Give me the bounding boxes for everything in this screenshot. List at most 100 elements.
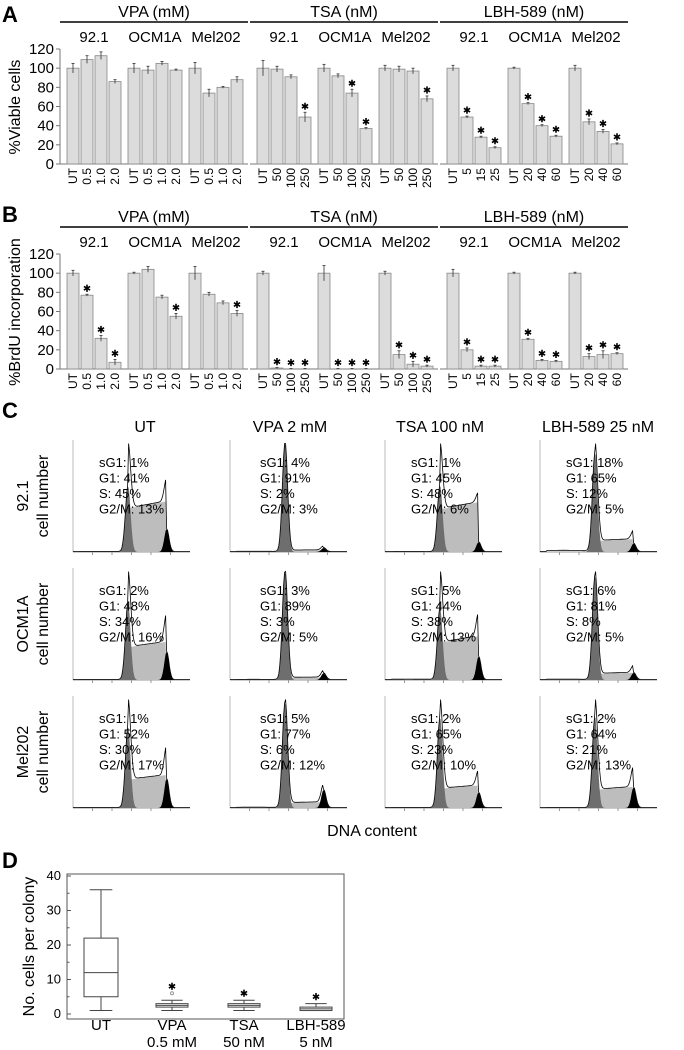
category-label: UT <box>91 1017 111 1034</box>
dose-tick-label: 15 <box>474 168 488 182</box>
y-tick-label: 0 <box>54 1006 61 1021</box>
outlier-point <box>170 991 174 996</box>
box <box>83 937 119 998</box>
cell-cycle-stat: G1: 77% <box>260 727 311 742</box>
cell-cycle-stat: sG1: 2% <box>566 711 616 726</box>
significance-star <box>491 355 499 363</box>
bar <box>406 70 420 165</box>
cell-line-label: OCM1A <box>128 29 181 46</box>
dose-tick-label: UT <box>378 372 392 389</box>
cell-cycle-stat: G2/M: 13% <box>411 630 476 645</box>
drug-group-header: VPA (mM) <box>118 4 190 21</box>
category-label: TSA <box>229 1017 258 1034</box>
g2m-peak-area <box>73 529 190 552</box>
dose-tick-label: 5 <box>460 168 474 175</box>
dose-tick-label: 20 <box>582 373 596 387</box>
significance-star <box>613 343 621 351</box>
g1-peak-area <box>540 576 657 680</box>
dose-tick-label: 0.5 <box>202 168 216 185</box>
bar <box>507 272 521 370</box>
bar <box>460 349 474 370</box>
cell-line-label: OCM1A <box>508 29 561 46</box>
bar <box>141 69 155 165</box>
category-label: 5 nM <box>299 1034 332 1050</box>
histogram: sG1: 4%G1: 91%S: 2%G2/M: 3% <box>229 440 347 555</box>
histogram-outline <box>230 570 347 680</box>
row-axis-label: cell number <box>35 582 52 665</box>
dose-tick-label: 60 <box>549 373 563 387</box>
cell-cycle-stat: S: 48% <box>411 486 453 501</box>
y-tick-label: 100 <box>29 265 54 282</box>
significance-star <box>83 284 91 292</box>
g2m-peak-area <box>73 778 190 808</box>
cell-line-label: Mel202 <box>381 234 430 251</box>
cell-cycle-stat: sG1: 1% <box>99 455 149 470</box>
cell-cycle-stat: S: 23% <box>411 742 453 757</box>
histogram-outline <box>385 571 502 680</box>
column-title: LBH-589 25 nM <box>542 419 654 436</box>
dose-tick-label: 50 <box>331 373 345 387</box>
cell-cycle-stat: G1: 41% <box>99 471 150 486</box>
bar <box>317 272 331 370</box>
bar <box>568 67 582 165</box>
plot-frame <box>66 873 345 1020</box>
dose-tick-label: 2.0 <box>230 168 244 185</box>
dose-tick-label: 1.0 <box>94 373 108 390</box>
bar <box>521 338 535 370</box>
y-tick-label: 20 <box>37 137 54 154</box>
significance-star <box>172 303 180 311</box>
g1-peak-area <box>230 444 347 552</box>
cell-cycle-stat: G1: 91% <box>260 471 311 486</box>
dose-tick-label: 100 <box>345 373 359 393</box>
bar <box>521 103 535 165</box>
dose-tick-label: 1.0 <box>155 373 169 390</box>
dose-tick-label: UT <box>378 167 392 184</box>
panel-b-brdu-chart: VPA (mM) TSA (nM) LBH-589 (nM)020406080100… <box>7 209 628 393</box>
histogram: sG1: 2%G1: 65%S: 23%G2/M: 10% <box>384 696 502 811</box>
cell-cycle-stat: sG1: 4% <box>260 455 310 470</box>
g2m-peak-area <box>540 543 657 552</box>
significance-star <box>477 126 485 134</box>
bar <box>446 67 460 165</box>
dose-tick-label: 250 <box>420 168 434 188</box>
dose-tick-label: 20 <box>521 373 535 387</box>
cell-cycle-stat: G2/M: 13% <box>566 758 631 773</box>
y-tick-label: 40 <box>37 118 54 135</box>
cell-cycle-stat: S: 8% <box>566 614 601 629</box>
g2m-peak-area <box>385 656 502 680</box>
significance-star <box>348 358 356 367</box>
histogram: sG1: 1%G1: 41%S: 45%G2/M: 13% <box>72 440 190 555</box>
panel-label-d: D <box>2 848 18 873</box>
cell-cycle-stat: G1: 45% <box>411 471 462 486</box>
cell-cycle-stat: sG1: 2% <box>99 583 149 598</box>
dose-tick-label: UT <box>127 167 141 184</box>
cell-cycle-stat: G1: 65% <box>566 471 617 486</box>
bar <box>535 125 549 165</box>
histogram-outline <box>230 699 347 808</box>
cell-cycle-stat: S: 3% <box>260 614 295 629</box>
bar <box>256 67 270 165</box>
dose-tick-label: UT <box>317 372 331 389</box>
cell-cycle-stat: S: 38% <box>411 614 453 629</box>
bar <box>507 67 521 165</box>
histogram-outline <box>73 699 190 808</box>
bar <box>317 67 331 165</box>
dose-tick-label: 100 <box>284 373 298 393</box>
cell-cycle-stat: S: 30% <box>99 742 141 757</box>
column-title: VPA 2 mM <box>253 419 327 436</box>
cell-line-label: Mel202 <box>191 29 240 46</box>
dose-tick-label: 20 <box>521 168 535 182</box>
dose-tick-label: UT <box>507 167 521 184</box>
dose-tick-label: 1.0 <box>94 168 108 185</box>
significance-star <box>599 119 607 128</box>
g1-peak-area <box>540 716 657 808</box>
cell-cycle-stat: S: 2% <box>260 486 295 501</box>
g1-peak-area <box>230 572 347 680</box>
dose-tick-label: 0.5 <box>141 168 155 185</box>
y-tick-label: 40 <box>37 323 54 340</box>
cell-cycle-stat: G2/M: 5% <box>566 630 624 645</box>
cell-cycle-stat: G2/M: 12% <box>260 758 325 773</box>
cell-line-label: OCM1A <box>128 234 181 251</box>
dose-tick-label: 2.0 <box>169 373 183 390</box>
